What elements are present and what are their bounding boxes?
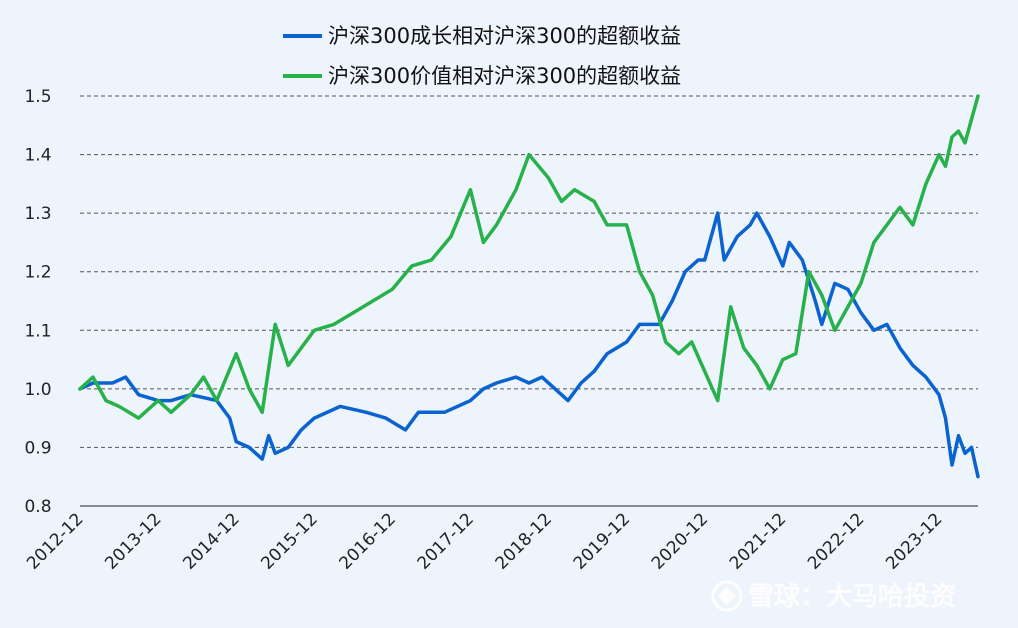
y-tick-label: 1.5 (24, 87, 51, 107)
x-tick-label: 2020-12 (648, 509, 712, 573)
series-line-2 (78, 94, 980, 420)
x-tick-label: 2012-12 (23, 509, 87, 573)
x-tick-label: 2022-12 (804, 509, 868, 573)
x-tick-label: 2014-12 (179, 509, 243, 573)
x-tick-label: 2018-12 (492, 509, 556, 573)
series-lines (78, 94, 980, 479)
snowball-logo-icon (711, 580, 743, 612)
watermark-text: 雪球：大马哈投资 (748, 582, 956, 612)
x-axis-ticks: 2012-12 2013-12 2014-12 2015-12 2016-12 2017-… (23, 509, 946, 573)
legend-label-2: 沪深300价值相对沪深300的超额收益 (328, 64, 681, 88)
y-tick-label: 0.8 (24, 497, 51, 517)
watermark: 雪球：大马哈投资 (711, 580, 956, 612)
y-tick-label: 1.4 (24, 146, 51, 166)
x-tick-label: 2016-12 (336, 509, 400, 573)
x-tick-label: 2023-12 (882, 509, 946, 573)
x-tick-label: 2019-12 (570, 509, 634, 573)
series-line-1 (78, 211, 980, 479)
x-tick-label: 2017-12 (414, 509, 478, 573)
y-tick-label: 1.2 (24, 263, 51, 283)
legend-label-1: 沪深300成长相对沪深300的超额收益 (328, 24, 681, 48)
gridlines (80, 95, 978, 448)
y-tick-label: 0.9 (24, 438, 51, 458)
y-axis-ticks: 0.8 0.9 1.0 1.1 1.2 1.3 1.4 1.5 (24, 87, 51, 517)
y-tick-label: 1.1 (24, 321, 51, 341)
y-tick-label: 1.3 (24, 204, 51, 224)
x-tick-label: 2015-12 (257, 509, 321, 573)
x-tick-label: 2021-12 (726, 509, 790, 573)
y-tick-label: 1.0 (24, 380, 51, 400)
x-tick-label: 2013-12 (101, 509, 165, 573)
